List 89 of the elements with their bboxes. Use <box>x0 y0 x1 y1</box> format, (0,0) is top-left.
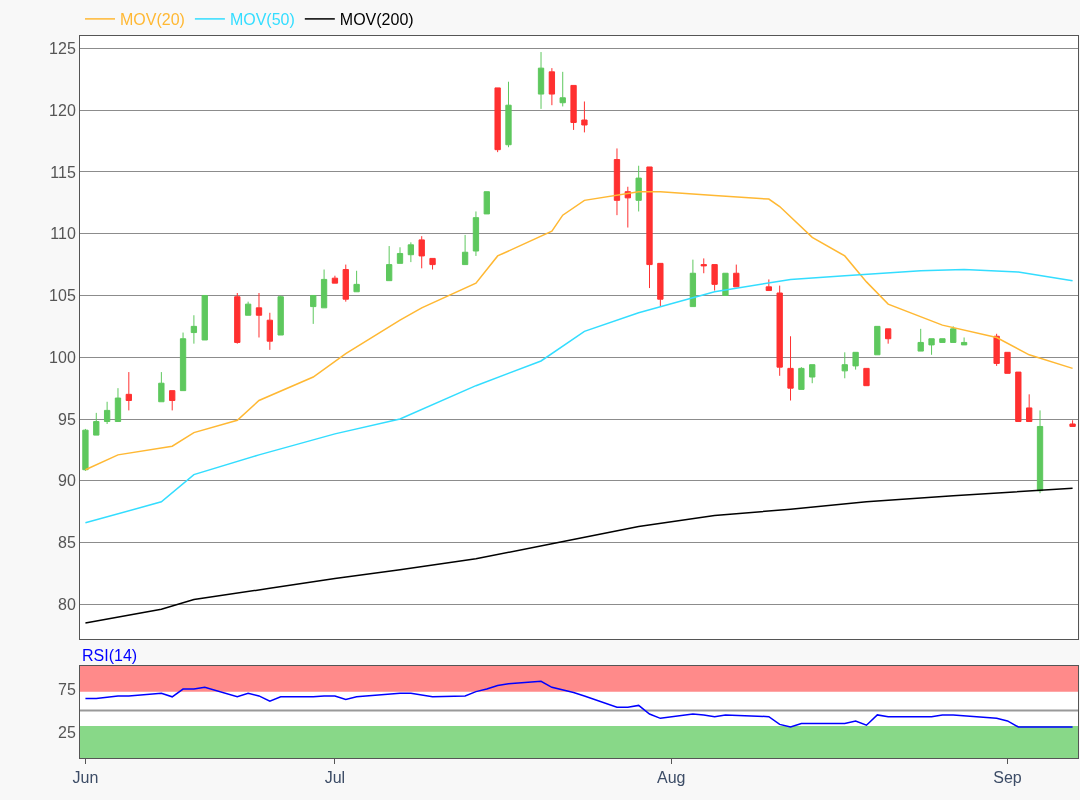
candlestick <box>255 292 263 338</box>
candlestick <box>353 270 360 293</box>
candlestick <box>1069 419 1076 427</box>
candlestick <box>418 235 425 269</box>
candlestick <box>201 294 208 341</box>
candlestick <box>700 257 707 274</box>
candlestick <box>505 81 512 148</box>
candlestick <box>809 364 816 384</box>
candlestick <box>190 314 198 345</box>
candlestick <box>765 278 772 292</box>
candlestick <box>841 351 848 379</box>
candlestick <box>310 294 317 325</box>
x-tick-label: Jun <box>72 769 99 787</box>
candlestick <box>689 259 697 308</box>
candlestick <box>787 335 794 402</box>
y-tick-label: 75 <box>58 680 76 698</box>
y-tick-label: 25 <box>58 723 76 741</box>
legend-label: MOV(200) <box>339 11 414 29</box>
candlestick <box>613 147 621 216</box>
candlestick <box>429 257 436 271</box>
candlestick <box>1015 371 1022 423</box>
candlestick <box>733 264 740 288</box>
legend-label: MOV(50) <box>229 11 295 29</box>
candlestick <box>169 390 176 411</box>
legend-label: MOV(20) <box>120 11 185 29</box>
candlestick <box>494 87 501 153</box>
candlestick <box>581 100 588 133</box>
candlestick <box>179 332 187 392</box>
candlestick <box>960 336 968 346</box>
y-tick-label: 100 <box>49 348 76 366</box>
candlestick <box>82 428 89 472</box>
y-tick-label: 85 <box>58 534 76 552</box>
candlestick <box>559 71 566 107</box>
candlestick <box>928 338 935 356</box>
line-series <box>84 487 1074 624</box>
y-tick-label: 110 <box>50 225 76 243</box>
candlestick <box>939 338 946 343</box>
candlestick <box>158 371 165 403</box>
candlestick <box>993 333 1000 367</box>
candlestick <box>646 166 653 289</box>
candlestick <box>874 325 881 356</box>
candlestick <box>635 165 642 212</box>
x-tick-label: Jul <box>324 769 346 787</box>
candlestick <box>863 367 870 387</box>
candlestick <box>950 325 957 343</box>
candlestick <box>548 67 556 106</box>
candlestick <box>537 51 545 110</box>
candlestick <box>483 191 490 215</box>
candlestick <box>396 246 404 264</box>
candlestick <box>776 285 783 377</box>
candlestick <box>342 264 349 303</box>
chart-title: RSI(14) <box>82 647 138 664</box>
candlestick <box>125 371 132 411</box>
candlestick <box>1036 409 1044 494</box>
candlestick <box>570 84 577 131</box>
y-tick-label: 90 <box>58 472 76 490</box>
candlestick <box>461 234 469 266</box>
candlestick <box>472 210 480 257</box>
y-tick-label: 105 <box>49 287 76 305</box>
candlestick <box>722 272 729 296</box>
candlestick <box>266 312 273 351</box>
candlestick <box>711 264 718 292</box>
candlestick <box>1026 393 1033 423</box>
line-series <box>84 190 1074 471</box>
candlestick <box>386 245 393 282</box>
candlestick <box>331 275 339 284</box>
candlestick <box>93 412 100 436</box>
y-tick-label: 95 <box>58 410 76 428</box>
candlestick <box>320 269 328 309</box>
candlestick <box>1004 351 1011 374</box>
candlestick <box>798 366 805 390</box>
x-tick-label: Sep <box>993 769 1022 787</box>
candlestick <box>234 292 241 345</box>
line-series <box>84 680 1074 728</box>
candlestick <box>244 301 252 316</box>
candlestick <box>103 401 111 425</box>
candlestick <box>277 294 284 336</box>
line-series <box>84 268 1074 524</box>
candlestick <box>114 387 122 423</box>
x-tick-label: Aug <box>656 769 686 787</box>
candlestick <box>852 351 859 371</box>
y-tick-label: 80 <box>58 595 76 613</box>
candlestick <box>917 328 924 352</box>
y-tick-label: 120 <box>49 101 76 119</box>
candlestick <box>407 241 415 263</box>
candlestick <box>885 328 892 345</box>
candlestick <box>657 262 664 308</box>
y-tick-label: 115 <box>50 163 76 181</box>
y-tick-label: 125 <box>49 39 76 57</box>
